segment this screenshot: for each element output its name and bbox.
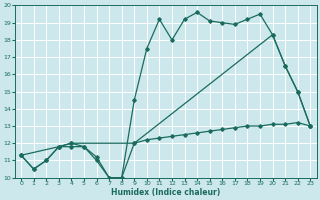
X-axis label: Humidex (Indice chaleur): Humidex (Indice chaleur)	[111, 188, 220, 197]
